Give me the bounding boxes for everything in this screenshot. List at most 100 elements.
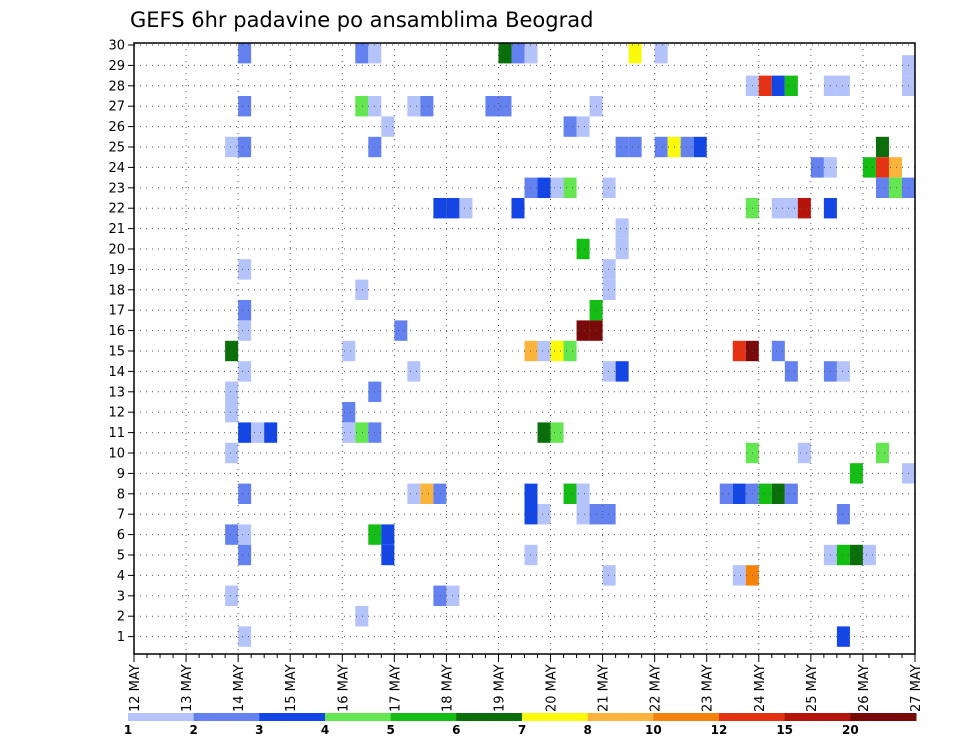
- y-tick-label: 13: [108, 385, 125, 400]
- heatmap-cell: [862, 157, 876, 178]
- heatmap-cell: [264, 422, 278, 443]
- heatmap-cell: [368, 43, 382, 64]
- heatmap-cell: [602, 259, 616, 280]
- heatmap-cell: [407, 483, 421, 504]
- heatmap-cell: [524, 544, 538, 566]
- colorbar-swatch: [325, 713, 392, 721]
- heatmap-cell: [615, 238, 629, 260]
- heatmap-cell: [238, 136, 252, 158]
- heatmap-cell: [238, 626, 252, 647]
- heatmap-cell: [758, 75, 772, 96]
- heatmap-cell: [238, 524, 252, 545]
- heatmap-cell: [238, 483, 252, 504]
- heatmap-cell: [238, 300, 252, 321]
- y-tick-label: 30: [108, 39, 125, 54]
- y-tick-label: 20: [108, 243, 125, 258]
- heatmap-cell: [238, 96, 252, 117]
- heatmap-cell: [680, 136, 694, 158]
- colorbar-label: 5: [386, 723, 394, 737]
- heatmap-cell: [355, 279, 369, 300]
- heatmap-cell: [771, 340, 785, 362]
- heatmap-cell: [225, 402, 239, 423]
- colorbar-label: 3: [255, 723, 263, 737]
- heatmap-cell: [433, 198, 447, 219]
- heatmap-cell: [576, 238, 590, 260]
- heatmap-cell: [407, 96, 421, 117]
- heatmap-cell: [888, 177, 902, 198]
- heatmap-cell: [238, 259, 252, 280]
- y-tick-label: 9: [117, 467, 125, 482]
- heatmap-cell: [355, 422, 369, 443]
- heatmap-cell: [810, 157, 824, 178]
- colorbar-label: 12: [711, 723, 728, 737]
- heatmap-cell: [654, 43, 668, 64]
- x-axis: 12 MAY 13 MAY 14 MAY 15 MAY 16 MAY 17 MAY 18 M…: [128, 654, 924, 712]
- x-tick-label: 13 MAY: [180, 664, 195, 712]
- heatmap-cell: [433, 483, 447, 504]
- heatmap-cell: [225, 524, 239, 545]
- heatmap-cell: [576, 116, 590, 137]
- heatmap-cell: [550, 422, 564, 443]
- heatmap-cell: [238, 544, 252, 566]
- heatmap-cell: [875, 177, 889, 198]
- colorbar-swatch: [587, 713, 654, 721]
- y-tick-label: 5: [117, 549, 125, 564]
- heatmap-cell: [784, 198, 798, 219]
- heatmap-cell: [537, 177, 551, 198]
- heatmap-cell: [836, 75, 850, 96]
- heatmap-cell: [836, 544, 850, 566]
- x-tick-label: 23 MAY: [701, 664, 716, 712]
- heatmap-cell: [602, 177, 616, 198]
- heatmap-cell: [238, 320, 252, 341]
- y-tick-label: 24: [108, 161, 125, 176]
- x-tick-label: 21 MAY: [597, 664, 612, 712]
- heatmap-cell: [524, 483, 538, 504]
- heatmap-cell: [225, 136, 239, 158]
- x-tick-label: 22 MAY: [649, 664, 664, 712]
- heatmap-cell: [537, 340, 551, 362]
- heatmap-cell: [225, 442, 239, 464]
- heatmap-cell: [719, 483, 733, 504]
- x-tick-label: 14 MAY: [232, 664, 247, 712]
- gridlines: [134, 43, 916, 654]
- x-tick-label: 18 MAY: [440, 664, 455, 712]
- heatmap-cell: [875, 442, 889, 464]
- heatmap-cell: [433, 585, 447, 606]
- y-tick-label: 1: [117, 630, 125, 645]
- x-tick-label: 24 MAY: [753, 664, 768, 712]
- heatmap-cell: [355, 96, 369, 117]
- colorbar-label: 20: [842, 723, 859, 737]
- heatmap-cell: [602, 279, 616, 300]
- y-tick-label: 28: [108, 79, 125, 94]
- y-tick-label: 19: [108, 263, 125, 278]
- y-tick-label: 18: [108, 283, 125, 298]
- y-tick-label: 25: [108, 141, 125, 156]
- colorbar-label: 10: [645, 723, 662, 737]
- heatmap-cell: [225, 340, 239, 362]
- heatmap-cell: [251, 422, 265, 443]
- y-tick-label: 23: [108, 181, 125, 196]
- heatmap-cell: [784, 361, 798, 382]
- x-tick-label: 25 MAY: [805, 664, 820, 712]
- heatmap-cell: [576, 320, 590, 341]
- heatmap-cell: [537, 504, 551, 525]
- y-tick-label: 16: [108, 324, 125, 339]
- colorbar-label: 15: [776, 723, 793, 737]
- y-tick-label: 3: [117, 589, 125, 604]
- y-tick-label: 6: [117, 528, 125, 543]
- x-tick-label: 19 MAY: [492, 664, 507, 712]
- heatmap-cell: [849, 544, 863, 566]
- colorbar-legend: 1 2 3 4 5 6 7 8 10 12 15 20: [124, 713, 917, 737]
- heatmap-cell: [875, 157, 889, 178]
- colorbar-label: 6: [452, 723, 460, 737]
- x-tick-label: 27 MAY: [909, 664, 924, 712]
- colorbar-label: 2: [189, 723, 197, 737]
- heatmap-cell: [862, 544, 876, 566]
- heatmap-cell: [602, 504, 616, 525]
- heatmap-cell: [732, 340, 746, 362]
- y-tick-label: 26: [108, 120, 125, 135]
- heatmap-cell: [420, 483, 434, 504]
- colorbar-swatch: [522, 713, 589, 721]
- y-tick-label: 12: [108, 406, 125, 421]
